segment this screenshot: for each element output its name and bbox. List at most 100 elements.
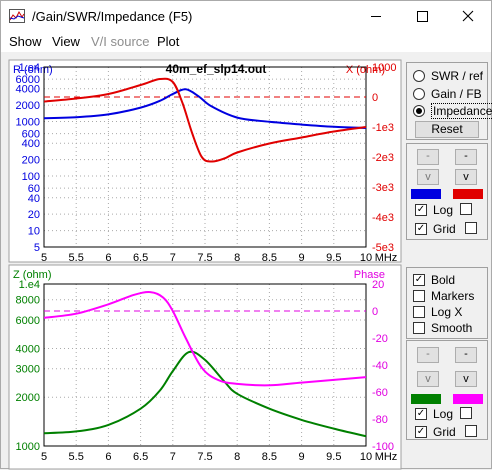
right-tick-label: 0	[372, 92, 378, 104]
checkbox-checked-icon: ✓	[415, 223, 427, 235]
checkbox-checked-icon: ✓	[415, 204, 427, 216]
bottom-grid-right-checkbox[interactable]	[465, 425, 483, 437]
checkbox-label: Log	[433, 407, 454, 421]
radio-icon	[413, 88, 425, 100]
left-tick-label: 5	[34, 242, 40, 254]
bottom-right-down-button[interactable]: v	[455, 371, 477, 387]
close-button[interactable]	[445, 1, 491, 31]
x-tick-label: 6.5	[133, 451, 148, 463]
x-tick-label: 6.5	[133, 252, 148, 264]
left-tick-label: 8000	[16, 295, 40, 307]
left-axis-label: Z (ohm)	[13, 269, 52, 281]
x-tick-label: 8	[234, 252, 240, 264]
bottom-grid-checkbox[interactable]: ✓ Grid	[415, 425, 456, 439]
left-tick-label: 4000	[16, 84, 40, 96]
left-axis-label: R (ohm)	[13, 64, 53, 76]
left-tick-label: 100	[22, 171, 40, 183]
top-right-down-button[interactable]: v	[455, 169, 477, 185]
top-left-down-button[interactable]: v	[417, 169, 439, 185]
x-tick-label: 8.5	[262, 451, 277, 463]
x-tick-label: 10	[360, 252, 372, 264]
phase-color-swatch[interactable]	[453, 394, 483, 404]
x-unit-label: MHz	[375, 451, 398, 463]
x-tick-label: 8.5	[262, 252, 277, 264]
maximize-icon	[417, 11, 428, 22]
x-unit-label: MHz	[375, 252, 398, 264]
smooth-checkbox[interactable]: Smooth	[413, 320, 472, 336]
x-tick-label: 7.5	[197, 252, 212, 264]
top-log-checkbox[interactable]: ✓ Log	[415, 203, 453, 217]
radio-impedance[interactable]: Impedance	[413, 103, 492, 119]
top-grid-checkbox[interactable]: ✓ Grid	[415, 222, 456, 236]
radio-swr-ref[interactable]: SWR / ref	[413, 68, 483, 84]
series-line-r	[43, 88, 367, 129]
right-tick-label: -100	[372, 441, 394, 453]
right-tick-label: -60	[372, 387, 388, 399]
reset-button[interactable]: Reset	[415, 121, 479, 138]
left-tick-label: 10	[28, 226, 40, 238]
top-left-up-button[interactable]: -	[417, 149, 439, 165]
plot-area: 5 5.5 6 6.5 7 7.5 8 8.5 9 9.5 10 MHz1.e460004000200…	[8, 59, 402, 470]
left-tick-label: 200	[22, 155, 40, 167]
radio-label: SWR / ref	[431, 69, 484, 83]
checkbox-label: Grid	[433, 222, 456, 236]
maximize-button[interactable]	[399, 1, 445, 31]
right-tick-label: -20	[372, 333, 388, 345]
right-axis-label: X (ohm)	[346, 64, 385, 76]
checkbox-label: Bold	[431, 273, 456, 287]
right-tick-label: -1e3	[372, 122, 394, 134]
checkbox-checked-icon: ✓	[415, 426, 427, 438]
menu-show[interactable]: Show	[9, 34, 42, 49]
bottom-log-checkbox[interactable]: ✓ Log	[415, 407, 453, 421]
right-tick-label: 20	[372, 279, 384, 291]
x-tick-label: 9	[299, 252, 305, 264]
left-tick-label: 40	[28, 193, 40, 205]
x-tick-label: 5	[41, 252, 47, 264]
x-tick-label: 6	[105, 451, 111, 463]
series-line-phase	[43, 291, 367, 387]
checkbox-label: Grid	[433, 425, 456, 439]
left-tick-label: 1000	[16, 117, 40, 129]
right-tick-label: 0	[372, 306, 378, 318]
bottom-right-up-button[interactable]: -	[455, 347, 477, 363]
markers-checkbox[interactable]: Markers	[413, 288, 474, 304]
right-tick-label: -5e3	[372, 242, 394, 254]
top-grid-right-checkbox[interactable]	[465, 222, 483, 234]
bottom-log-right-checkbox[interactable]	[460, 407, 478, 419]
menu-vi-source[interactable]: V/I source	[91, 34, 150, 49]
window-title: /Gain/SWR/Impedance (F5)	[32, 9, 193, 24]
top-log-right-checkbox[interactable]	[460, 203, 478, 215]
x-tick-label: 10	[360, 451, 372, 463]
menu-plot[interactable]: Plot	[157, 34, 180, 49]
checkbox-icon	[460, 407, 472, 419]
top-right-up-button[interactable]: -	[455, 149, 477, 165]
r-color-swatch[interactable]	[411, 189, 441, 199]
right-tick-label: -3e3	[372, 182, 394, 194]
bold-checkbox[interactable]: ✓ Bold	[413, 272, 455, 288]
x-tick-label: 9.5	[326, 252, 341, 264]
left-tick-label: 600	[22, 129, 40, 141]
z-color-swatch[interactable]	[411, 394, 441, 404]
menu-view[interactable]: View	[52, 34, 80, 49]
right-tick-label: -4e3	[372, 212, 394, 224]
x-tick-label: 9.5	[326, 451, 341, 463]
title-bar[interactable]: /Gain/SWR/Impedance (F5)	[1, 1, 491, 31]
app-icon	[9, 9, 25, 23]
minimize-icon	[371, 16, 381, 17]
radio-gain-fb[interactable]: Gain / FB	[413, 86, 482, 102]
left-tick-label: 400	[22, 138, 40, 150]
logx-checkbox[interactable]: Log X	[413, 304, 462, 320]
bottom-left-down-button[interactable]: v	[417, 371, 439, 387]
options-panel: ✓ Bold Markers Log X Smooth	[406, 267, 488, 339]
chart-frame	[8, 264, 402, 470]
x-tick-label: 9	[299, 451, 305, 463]
series-line-z	[43, 350, 367, 438]
checkbox-label: Log	[433, 203, 454, 217]
minimize-button[interactable]	[353, 1, 399, 31]
bottom-left-up-button[interactable]: -	[417, 347, 439, 363]
plot-border	[43, 66, 367, 248]
series-line-x	[43, 77, 367, 163]
x-color-swatch[interactable]	[453, 189, 483, 199]
impedance-z-phase-chart: 5 5.5 6 6.5 7 7.5 8 8.5 9 9.5 10 MHz 1.e4 8000 6000 400…	[8, 264, 402, 470]
left-tick-label: 6000	[16, 315, 40, 327]
